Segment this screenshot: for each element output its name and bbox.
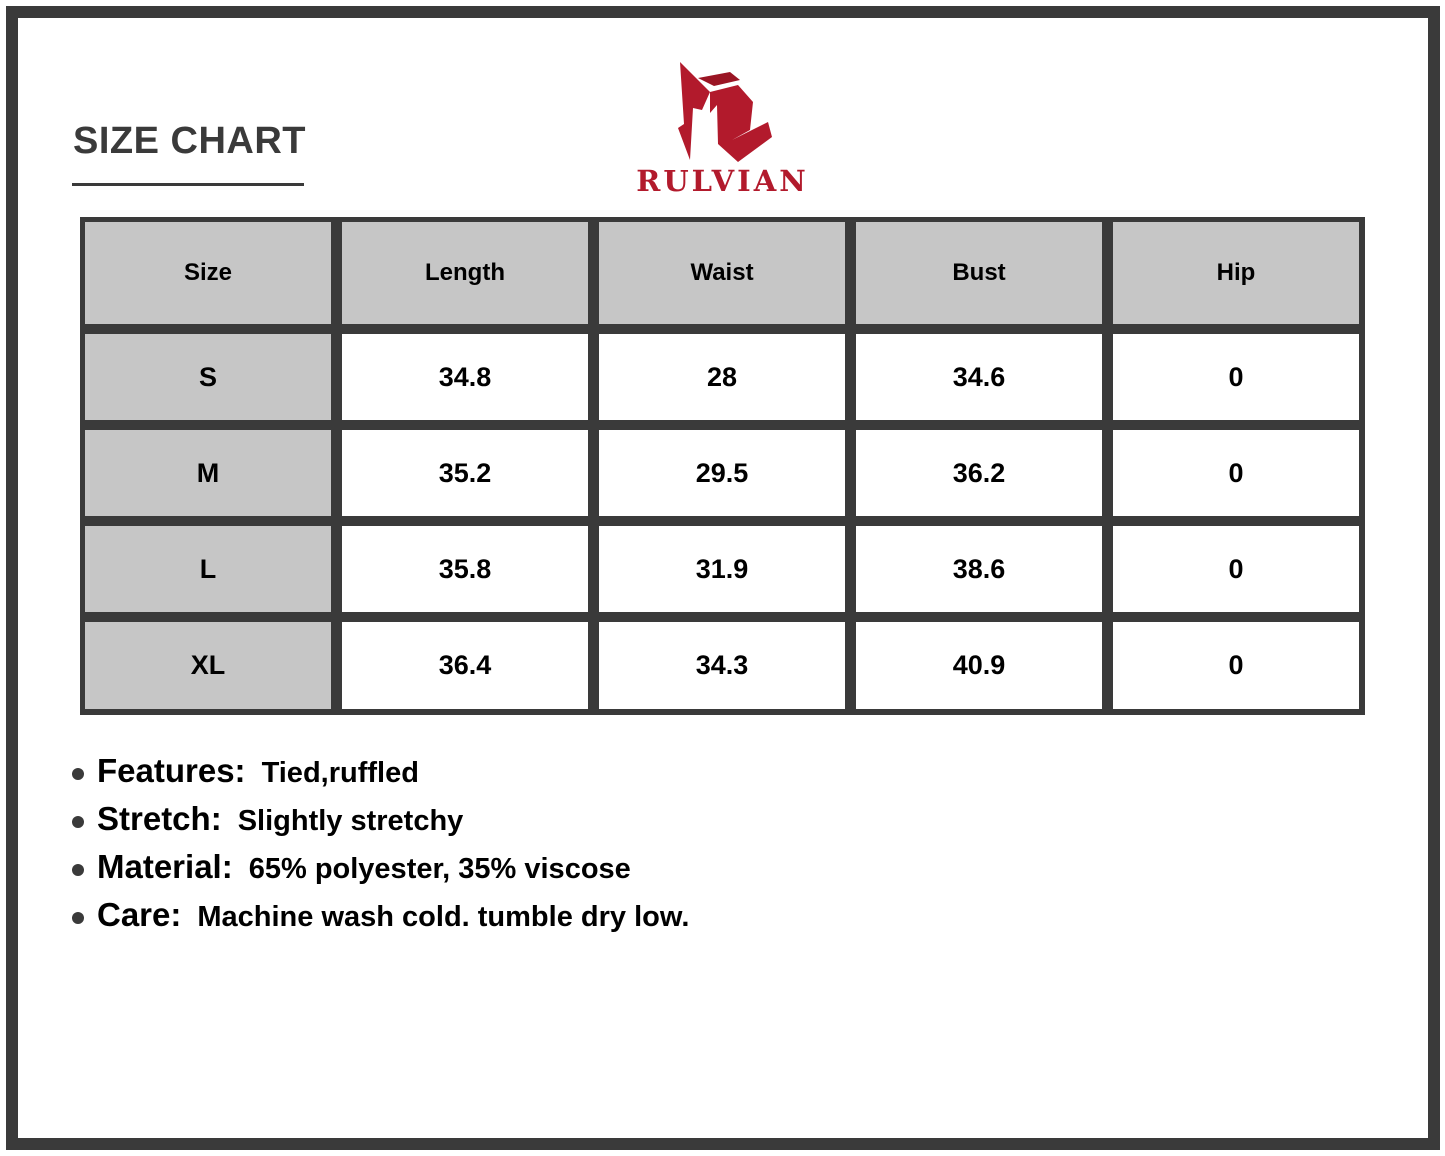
feature-label: Material: — [97, 848, 233, 885]
header-hip: Hip — [1113, 222, 1359, 324]
feature-value: Slightly stretchy — [237, 805, 464, 837]
bullet-icon — [72, 864, 84, 876]
brand-logo: RULVIAN — [620, 50, 830, 200]
row-size: S — [85, 334, 331, 420]
title-underline — [72, 183, 304, 186]
cell-hip: 0 — [1113, 334, 1359, 420]
cell-hip: 0 — [1113, 430, 1359, 516]
cell-waist: 34.3 — [599, 622, 845, 709]
size-table: Size Length Waist Bust Hip S 34.8 28 34.… — [80, 217, 1365, 715]
row-size: L — [85, 526, 331, 612]
cell-waist: 29.5 — [599, 430, 845, 516]
feature-label: Features: — [97, 752, 246, 789]
brand-name: RULVIAN — [636, 164, 809, 198]
cell-length: 34.8 — [342, 334, 588, 420]
feature-value: 65% polyester, 35% viscose — [248, 853, 631, 885]
cell-bust: 36.2 — [856, 430, 1102, 516]
cell-waist: 31.9 — [599, 526, 845, 612]
feature-item: Care: Machine wash cold. tumble dry low. — [72, 896, 689, 944]
bullet-icon — [72, 816, 84, 828]
cell-bust: 40.9 — [856, 622, 1102, 709]
feature-item: Features: Tied,ruffled — [72, 752, 689, 800]
feature-list: Features: Tied,ruffled Stretch: Slightly… — [72, 752, 689, 944]
row-size: XL — [85, 622, 331, 709]
cell-bust: 38.6 — [856, 526, 1102, 612]
cell-length: 35.2 — [342, 430, 588, 516]
cell-waist: 28 — [599, 334, 845, 420]
cell-hip: 0 — [1113, 622, 1359, 709]
header-bust: Bust — [856, 222, 1102, 324]
cell-length: 36.4 — [342, 622, 588, 709]
header-waist: Waist — [599, 222, 845, 324]
feature-value: Tied,ruffled — [261, 757, 419, 789]
feature-item: Stretch: Slightly stretchy — [72, 800, 689, 848]
header-length: Length — [342, 222, 588, 324]
r-logo-icon — [678, 62, 772, 162]
row-size: M — [85, 430, 331, 516]
feature-value: Machine wash cold. tumble dry low. — [197, 901, 690, 933]
header-size: Size — [85, 222, 331, 324]
cell-hip: 0 — [1113, 526, 1359, 612]
cell-length: 35.8 — [342, 526, 588, 612]
page-title: SIZE CHART — [73, 120, 306, 162]
bullet-icon — [72, 768, 84, 780]
feature-label: Stretch: — [97, 800, 222, 837]
bullet-icon — [72, 912, 84, 924]
feature-item: Material: 65% polyester, 35% viscose — [72, 848, 689, 896]
feature-label: Care: — [97, 896, 182, 933]
cell-bust: 34.6 — [856, 334, 1102, 420]
